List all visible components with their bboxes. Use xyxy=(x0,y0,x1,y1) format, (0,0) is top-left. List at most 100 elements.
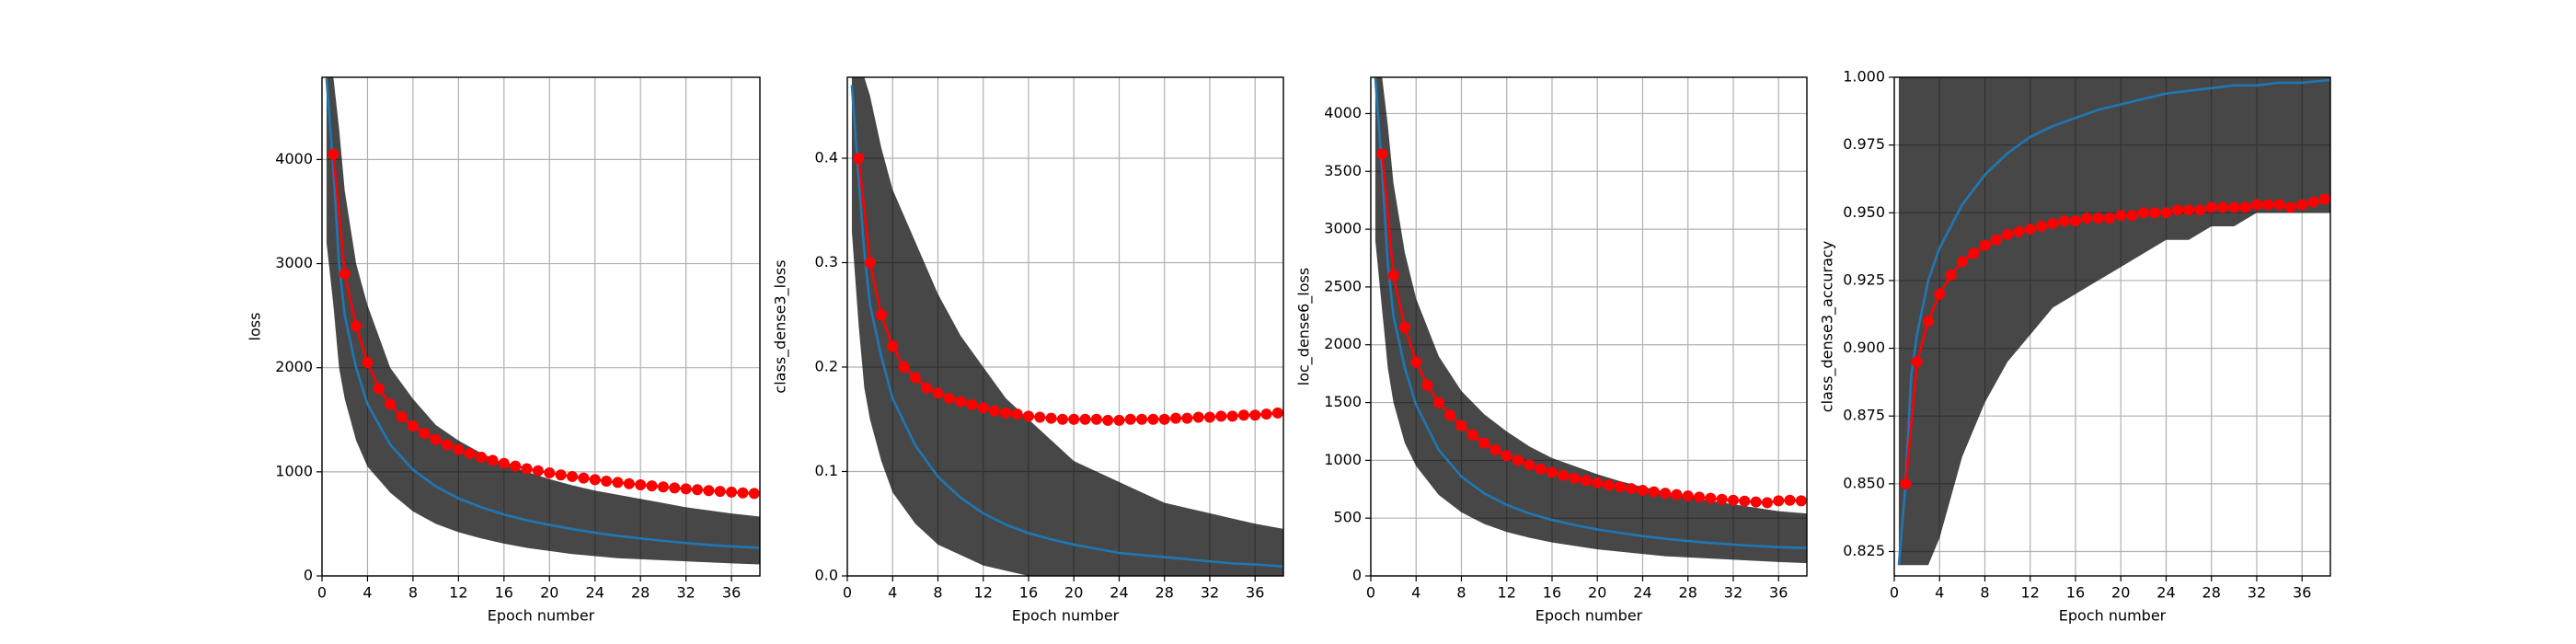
x-tick-label: 32 xyxy=(676,584,695,602)
series-marker xyxy=(419,427,431,439)
y-tick-label: 1500 xyxy=(1324,393,1362,410)
series-marker xyxy=(2058,215,2070,227)
y-tick-label: 4000 xyxy=(275,150,313,167)
x-tick-label: 24 xyxy=(586,584,604,602)
axes-frame xyxy=(321,76,761,577)
series-marker xyxy=(623,477,635,489)
series-marker xyxy=(1226,410,1238,422)
series-marker xyxy=(680,483,692,495)
x-tick-label: 36 xyxy=(2293,584,2311,602)
x-tick-label: 20 xyxy=(1588,584,1606,602)
series-marker xyxy=(714,486,726,498)
series-marker xyxy=(1170,412,1182,424)
x-tick-label: 36 xyxy=(722,584,741,602)
series-marker xyxy=(943,393,955,405)
series-marker xyxy=(1011,408,1023,420)
series-marker xyxy=(2081,213,2093,224)
x-tick-label: 36 xyxy=(1246,584,1264,602)
series-marker xyxy=(1249,409,1261,421)
series-marker xyxy=(2194,204,2206,216)
x-axis-label: Epoch number xyxy=(488,607,595,625)
series-marker xyxy=(1727,494,1739,506)
series-marker xyxy=(2047,218,2059,230)
series-marker xyxy=(328,148,339,160)
y-tick-label: 0.875 xyxy=(1843,407,1885,424)
series-marker xyxy=(1237,409,1249,421)
spread-band xyxy=(851,77,1283,576)
series-marker xyxy=(703,485,715,497)
series-marker xyxy=(2024,223,2036,235)
series-marker xyxy=(1934,288,1946,300)
y-tick-label: 1.000 xyxy=(1843,68,1885,86)
series-marker xyxy=(1398,321,1410,333)
axes-frame xyxy=(1370,76,1808,577)
x-tick-label: 8 xyxy=(408,584,418,602)
series-marker xyxy=(1432,397,1444,408)
x-tick-label: 8 xyxy=(1980,584,1989,602)
x-tick-label: 28 xyxy=(1679,584,1697,602)
x-tick-label: 28 xyxy=(631,584,650,602)
y-tick-label: 2000 xyxy=(1324,335,1362,352)
series-marker xyxy=(1784,494,1796,506)
series-marker xyxy=(532,465,544,477)
series-marker xyxy=(396,410,408,422)
series-marker xyxy=(1637,485,1649,497)
series-marker xyxy=(1773,495,1785,507)
series-marker xyxy=(1421,379,1433,391)
x-tick-label: 20 xyxy=(1064,584,1083,602)
series-marker xyxy=(498,457,510,469)
series-marker xyxy=(1990,234,2002,246)
series-marker xyxy=(1113,414,1125,426)
series-marker xyxy=(1455,420,1467,431)
y-axis-label: loss xyxy=(247,313,264,341)
x-tick-label: 8 xyxy=(1456,584,1466,602)
series-marker xyxy=(1592,477,1604,489)
series-marker xyxy=(1000,407,1012,419)
x-tick-label: 32 xyxy=(1724,584,1742,602)
x-tick-label: 12 xyxy=(449,584,467,602)
series-marker xyxy=(853,152,865,164)
series-marker xyxy=(1648,486,1660,498)
x-tick-label: 12 xyxy=(2021,584,2040,602)
x-axis-label: Epoch number xyxy=(2059,607,2167,625)
series-marker xyxy=(864,257,876,269)
series-marker xyxy=(1478,437,1490,449)
series-marker xyxy=(2284,201,2296,213)
x-tick-label: 20 xyxy=(540,584,558,602)
series-line xyxy=(1374,77,1807,550)
series-marker xyxy=(510,460,522,472)
series-marker xyxy=(737,487,749,499)
series-marker xyxy=(1158,413,1170,425)
series-marker xyxy=(612,477,624,489)
series-marker xyxy=(1022,410,1034,422)
x-tick-label: 4 xyxy=(888,584,897,602)
x-tick-label: 4 xyxy=(1935,584,1944,602)
series-marker xyxy=(555,469,567,481)
series-marker xyxy=(1181,412,1193,424)
series-marker xyxy=(464,448,476,460)
series-marker xyxy=(1705,492,1717,504)
series-marker xyxy=(1546,466,1558,478)
x-tick-label: 20 xyxy=(2111,584,2130,602)
x-tick-label: 4 xyxy=(1411,584,1420,602)
y-tick-label: 0.0 xyxy=(815,567,838,584)
x-tick-label: 16 xyxy=(1019,584,1038,602)
x-axis-label: Epoch number xyxy=(1535,607,1643,625)
series-marker xyxy=(1260,408,1272,420)
x-tick-label: 16 xyxy=(495,584,513,602)
series-marker xyxy=(1376,148,1388,160)
series-marker xyxy=(748,488,760,500)
series-marker xyxy=(1968,247,1980,259)
series-marker xyxy=(898,361,910,373)
series-marker xyxy=(875,309,887,321)
series-marker xyxy=(1090,413,1102,425)
series-marker xyxy=(1056,413,1068,425)
x-tick-label: 32 xyxy=(1201,584,1219,602)
series-marker xyxy=(2273,199,2285,211)
series-marker xyxy=(385,398,397,410)
series-marker xyxy=(1215,410,1227,422)
series-marker xyxy=(1136,413,1148,425)
series-marker xyxy=(1761,497,1773,509)
series-marker xyxy=(476,452,488,464)
